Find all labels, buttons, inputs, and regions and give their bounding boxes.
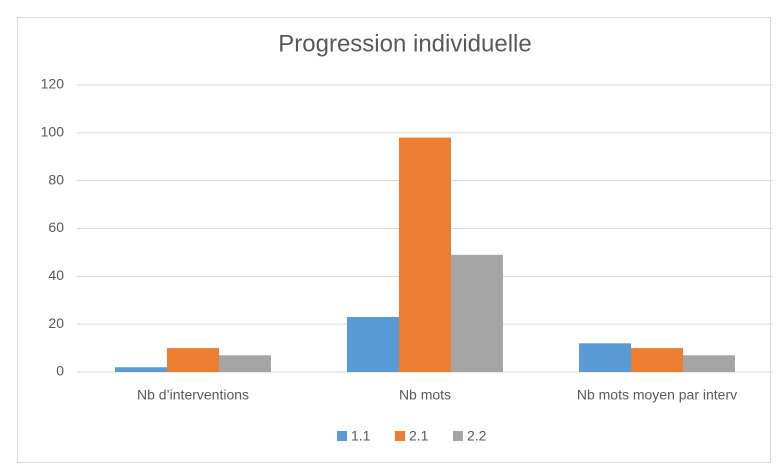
bar bbox=[683, 355, 735, 372]
x-tick-label: Nb mots moyen par interv bbox=[577, 387, 737, 403]
y-tick-label: 0 bbox=[56, 363, 64, 379]
y-tick-label: 40 bbox=[48, 267, 64, 283]
legend-swatch bbox=[395, 431, 405, 441]
bar bbox=[347, 316, 399, 372]
y-tick-label: 120 bbox=[41, 76, 65, 92]
x-tick-label: Nb mots bbox=[399, 387, 451, 403]
bar bbox=[167, 348, 219, 372]
y-tick-label: 100 bbox=[41, 124, 65, 140]
y-tick-label: 80 bbox=[48, 171, 64, 187]
x-tick-label: Nb d’interventions bbox=[137, 387, 249, 403]
y-tick-label: 20 bbox=[48, 315, 64, 331]
bar bbox=[579, 343, 631, 372]
bar bbox=[115, 367, 167, 372]
chart-title: Progression individuelle bbox=[278, 30, 531, 57]
bar bbox=[219, 355, 271, 372]
chart-frame bbox=[17, 17, 771, 463]
bar bbox=[399, 137, 451, 372]
bar bbox=[451, 254, 503, 372]
legend-swatch bbox=[337, 431, 347, 441]
bar bbox=[631, 348, 683, 372]
y-tick-label: 60 bbox=[48, 219, 64, 235]
legend-swatch bbox=[453, 431, 463, 441]
legend-label: 2.2 bbox=[467, 428, 487, 444]
legend-label: 1.1 bbox=[351, 428, 371, 444]
legend-label: 2.1 bbox=[409, 428, 429, 444]
